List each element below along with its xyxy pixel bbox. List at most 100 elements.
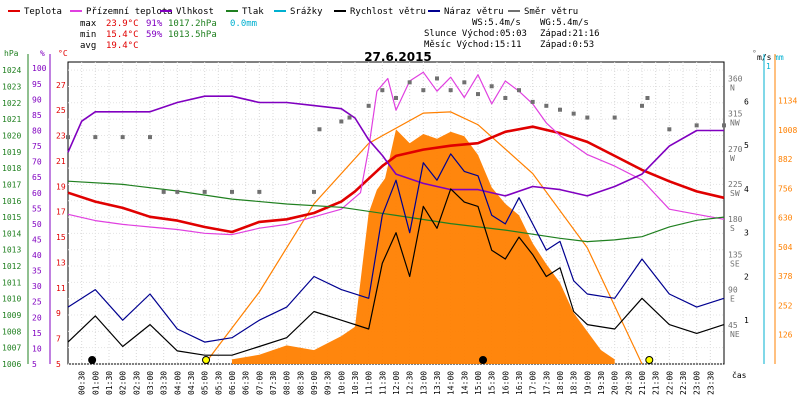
- x-tick-label: 00:30: [78, 371, 87, 395]
- direction-tick-dir: E: [730, 295, 735, 304]
- direction-tick-deg: 135: [728, 250, 743, 259]
- x-tick-label: 15:30: [488, 371, 497, 395]
- x-axis-label: čas: [732, 370, 747, 380]
- pressure-tick: 1015: [2, 213, 21, 222]
- axis-unit-rain: mm: [774, 53, 784, 62]
- x-tick-label: 18:30: [570, 371, 579, 395]
- stats-block: max 23.9°C 91% 1017.2hPa 0.0mm min 15.4°…: [80, 19, 257, 51]
- wind-tick: 3: [744, 229, 749, 238]
- min-pressure: 1013.5hPa: [168, 30, 217, 40]
- temperature-tick: 11: [56, 284, 66, 293]
- wind-direction-point: [722, 123, 726, 128]
- temperature-tick: 23: [56, 132, 66, 141]
- series-line-1: [67, 71, 725, 236]
- moon-rise: Měsíc Východ:15:11: [424, 40, 522, 50]
- x-tick-label: 14:00: [447, 371, 456, 395]
- axis-unit-temperature: °C: [58, 49, 68, 58]
- wind-direction-point: [347, 115, 352, 120]
- wind-direction-point: [517, 88, 521, 93]
- radiation-tick: 252: [778, 301, 793, 310]
- radiation-tick: 126: [778, 331, 793, 340]
- humidity-tick: 40: [32, 251, 42, 260]
- humidity-tick: 60: [32, 189, 42, 198]
- x-tick-label: 14:30: [460, 371, 469, 395]
- sun-rise: Slunce Východ:05:03: [424, 29, 527, 39]
- humidity-tick: 90: [32, 95, 42, 104]
- legend-label-2: Vlhkost: [176, 7, 214, 17]
- direction-tick-deg: 360: [728, 74, 743, 83]
- sunset-marker: [645, 356, 654, 364]
- x-tick-label: 09:30: [324, 371, 333, 395]
- x-tick-label: 15:00: [474, 371, 483, 395]
- humidity-tick: 80: [32, 126, 42, 135]
- pressure-tick: 1014: [2, 229, 21, 238]
- x-tick-label: 22:00: [665, 371, 674, 395]
- temperature-tick: 27: [56, 81, 66, 90]
- humidity-tick: 25: [32, 298, 42, 307]
- direction-tick-dir: NW: [730, 119, 740, 128]
- humidity-tick: 55: [32, 204, 42, 213]
- series-line-5: [67, 153, 725, 343]
- wind-direction-point: [489, 84, 494, 89]
- radiation-tick: 882: [778, 155, 793, 164]
- x-tick-label: 11:30: [378, 371, 387, 395]
- x-tick-label: 05:00: [201, 371, 210, 395]
- radiation-tick: 378: [778, 272, 793, 281]
- x-tick-label: 19:00: [583, 371, 592, 395]
- humidity-tick: 85: [32, 111, 42, 120]
- sunrise-marker: [202, 356, 211, 364]
- wind-direction-point: [448, 88, 453, 93]
- wind-direction-point: [120, 135, 125, 140]
- wind-direction-point: [380, 88, 385, 93]
- humidity-tick: 20: [32, 313, 42, 322]
- axis-unit-pressure: hPa: [4, 49, 19, 58]
- direction-tick-deg: 270: [728, 145, 743, 154]
- pressure-tick: 1008: [2, 327, 21, 336]
- x-tick-label: 13:00: [419, 371, 428, 395]
- pressure-tick: 1006: [2, 360, 21, 369]
- pressure-tick: 1024: [2, 66, 21, 75]
- rain-tick: 1: [766, 62, 771, 71]
- axis-unit-humidity: %: [40, 49, 45, 58]
- max-humidity: 91%: [146, 19, 163, 29]
- wind-direction-point: [667, 127, 672, 132]
- x-tick-label: 06:30: [242, 371, 251, 395]
- pressure-tick: 1007: [2, 344, 21, 353]
- min-temp: 15.4°C: [106, 30, 139, 40]
- temperature-tick: 5: [56, 360, 61, 369]
- humidity-tick: 45: [32, 235, 42, 244]
- pressure-tick: 1018: [2, 164, 21, 173]
- humidity-tick: 10: [32, 344, 42, 353]
- x-tick-label: 22:30: [679, 371, 688, 395]
- pressure-tick: 1020: [2, 131, 21, 140]
- wind-direction-point: [66, 135, 70, 140]
- direction-tick-dir: W: [730, 154, 735, 163]
- temperature-tick: 25: [56, 106, 66, 115]
- humidity-tick: 35: [32, 267, 42, 276]
- rain-total: 0.0mm: [230, 19, 257, 29]
- wind-direction-point: [230, 189, 234, 194]
- x-tick-label: 21:30: [652, 371, 661, 395]
- x-tick-label: 19:30: [597, 371, 606, 395]
- wind-direction-point: [161, 189, 166, 194]
- wind-direction-point: [585, 115, 590, 120]
- radiation-envelope-line: [204, 111, 643, 365]
- series-line-4: [67, 188, 725, 356]
- wind-direction-point: [366, 103, 371, 108]
- wind-direction-point: [317, 127, 322, 132]
- wind-direction-point: [640, 103, 644, 108]
- x-tick-label: 05:30: [214, 371, 223, 395]
- x-tick-label: 20:30: [624, 371, 633, 395]
- x-tick-label: 03:30: [160, 371, 169, 395]
- x-tick-label: 17:30: [542, 371, 551, 395]
- direction-tick-dir: SE: [730, 259, 740, 268]
- direction-tick-deg: 315: [728, 110, 743, 119]
- wind-gust-stat: WG:5.4m/s: [540, 18, 589, 28]
- min-humidity: 59%: [146, 30, 163, 40]
- max-pressure: 1017.2hPa: [168, 19, 217, 29]
- wind-direction-point: [257, 189, 262, 194]
- pressure-tick: 1023: [2, 82, 21, 91]
- x-tick-label: 18:00: [556, 371, 565, 395]
